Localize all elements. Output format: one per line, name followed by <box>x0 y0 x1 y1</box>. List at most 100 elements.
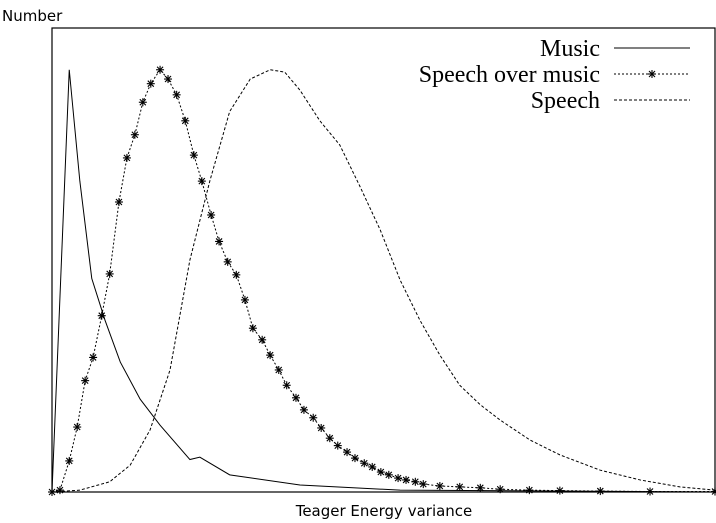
marker <box>172 90 181 99</box>
marker-stroke <box>224 258 232 266</box>
marker <box>258 335 267 344</box>
marker-stroke <box>456 483 464 491</box>
marker <box>282 381 291 390</box>
marker-stroke <box>377 468 385 476</box>
marker <box>164 75 173 84</box>
marker <box>309 413 318 422</box>
marker <box>384 470 393 479</box>
marker-stroke <box>275 366 283 374</box>
marker <box>207 210 216 219</box>
marker <box>215 237 224 246</box>
marker <box>648 70 656 78</box>
marker-stroke <box>556 487 564 494</box>
marker-stroke <box>115 198 123 206</box>
marker <box>350 454 359 463</box>
marker-stroke <box>65 457 73 465</box>
marker <box>343 448 352 457</box>
marker-stroke <box>156 66 164 74</box>
marker-stroke <box>326 434 334 442</box>
marker <box>402 475 411 484</box>
marker <box>596 487 605 496</box>
marker <box>711 487 716 496</box>
marker-stroke <box>596 487 604 495</box>
marker <box>525 486 534 495</box>
marker-stroke <box>411 478 419 486</box>
series-line <box>51 68 715 493</box>
marker <box>266 351 275 360</box>
series-line <box>51 69 716 493</box>
marker-stroke <box>198 177 206 185</box>
marker <box>368 462 377 471</box>
marker-stroke <box>351 454 359 462</box>
marker-stroke <box>106 270 114 278</box>
marker-stroke <box>648 70 656 78</box>
marker <box>291 393 300 402</box>
x-axis-label: Teager Energy variance <box>295 502 473 520</box>
legend-label: Speech over music <box>419 62 600 88</box>
marker <box>138 98 147 107</box>
marker <box>333 441 342 450</box>
marker-stroke <box>258 336 266 344</box>
marker-stroke <box>207 211 215 219</box>
marker-stroke <box>131 131 139 139</box>
marker <box>114 198 123 206</box>
marker-stroke <box>300 406 308 414</box>
marker <box>223 257 232 266</box>
marker <box>232 270 241 279</box>
marker <box>646 487 655 496</box>
marker-stroke <box>123 154 131 162</box>
marker <box>555 486 564 495</box>
marker-stroke <box>190 151 198 159</box>
marker <box>122 153 131 162</box>
marker <box>496 485 505 494</box>
marker-stroke <box>317 424 325 432</box>
marker-stroke <box>711 489 716 495</box>
marker-stroke <box>241 296 249 304</box>
marker-stroke <box>394 474 402 482</box>
marker <box>419 480 428 489</box>
marker <box>411 477 420 486</box>
marker-stroke <box>343 448 351 456</box>
marker-stroke <box>266 351 274 359</box>
marker-stroke <box>419 480 427 488</box>
marker <box>156 65 165 74</box>
marker <box>376 468 385 477</box>
marker-stroke <box>89 354 97 361</box>
marker <box>248 324 257 333</box>
marker <box>130 130 139 139</box>
marker <box>325 434 334 443</box>
marker <box>73 423 82 432</box>
marker-stroke <box>476 484 484 492</box>
marker <box>189 151 198 160</box>
marker <box>89 353 98 362</box>
marker <box>476 483 485 492</box>
marker-stroke <box>164 75 172 83</box>
marker-stroke <box>385 471 393 479</box>
marker <box>317 423 326 432</box>
marker-stroke <box>98 312 106 320</box>
marker <box>55 486 64 495</box>
marker-stroke <box>646 488 654 495</box>
plot-frame <box>51 27 716 493</box>
marker-stroke <box>309 414 317 422</box>
marker-stroke <box>232 271 240 279</box>
marker-stroke <box>215 238 223 245</box>
marker-stroke <box>402 476 410 484</box>
marker-stroke <box>173 91 181 99</box>
marker <box>146 79 155 88</box>
marker <box>65 456 74 465</box>
marker-stroke <box>334 442 342 449</box>
series-line <box>51 69 716 493</box>
marker <box>240 295 249 304</box>
legend-label: Music <box>540 36 600 62</box>
marker <box>455 482 464 491</box>
marker-stroke <box>436 482 444 490</box>
marker <box>394 474 403 483</box>
marker-stroke <box>292 394 300 402</box>
marker <box>81 376 90 385</box>
marker-stroke <box>147 80 155 88</box>
marker <box>299 405 308 414</box>
marker-stroke <box>81 377 89 385</box>
